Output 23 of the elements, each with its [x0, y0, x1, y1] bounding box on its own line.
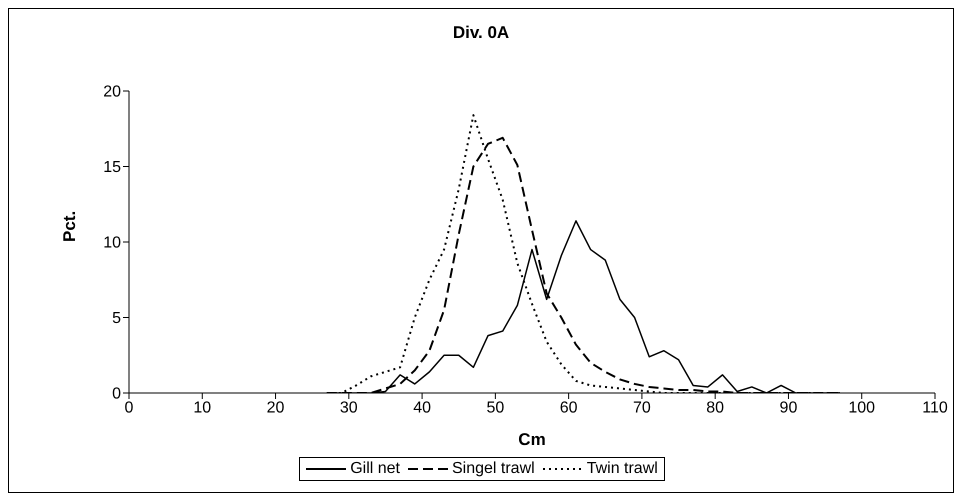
legend-label: Singel trawl — [452, 460, 535, 478]
x-tick-label: 0 — [124, 399, 134, 416]
legend-label: Twin trawl — [586, 460, 658, 478]
x-tick-label: 110 — [922, 399, 948, 416]
x-tick-label: 40 — [413, 399, 432, 416]
x-tick-label: 90 — [780, 399, 798, 416]
x-tick-label: 60 — [560, 399, 578, 416]
x-tick-label: 50 — [486, 399, 504, 416]
legend-label: Gill net — [350, 460, 400, 478]
x-tick-label: 100 — [848, 399, 876, 416]
x-axis-title: Cm — [518, 430, 546, 449]
y-tick-label: 15 — [103, 159, 122, 176]
y-tick-label: 10 — [103, 234, 122, 252]
x-tick-label: 80 — [706, 399, 724, 416]
x-tick-label: 70 — [633, 399, 651, 416]
x-tick-label: 20 — [266, 399, 285, 416]
x-tick-label: 10 — [193, 399, 212, 416]
y-tick-label: 5 — [112, 310, 122, 328]
y-axis-title: Pct. — [60, 210, 80, 242]
y-tick-label: 20 — [103, 84, 122, 101]
x-tick-label: 30 — [340, 399, 358, 416]
y-tick-label: 0 — [112, 386, 122, 403]
chart-title: Div. 0A — [452, 23, 510, 44]
